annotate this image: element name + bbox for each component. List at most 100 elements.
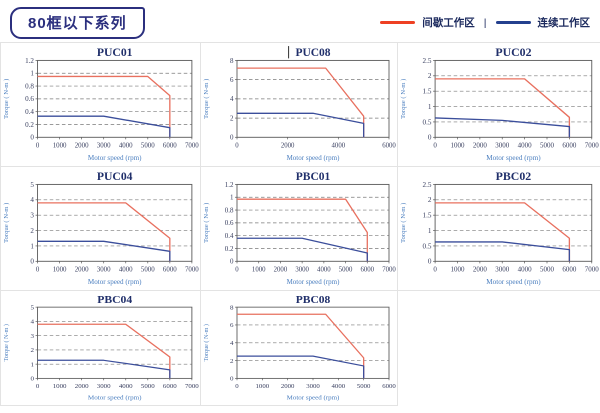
svg-text:0: 0 [433,142,437,150]
svg-text:3000: 3000 [97,383,111,390]
chart-cell-pbc08: 0 2 4 6 8 0 1000 2000 3000 4000 5000 6000 PBC08 Torqu… [201,291,398,406]
svg-text:4: 4 [30,319,34,326]
svg-text:PUC01: PUC01 [97,46,133,59]
legend-separator: | [483,16,487,29]
svg-text:0: 0 [428,258,432,266]
chart-pbc04: 0 1 2 3 4 5 0 1000 2000 3000 4000 5000 6000 7000 PBC04… [3,294,200,401]
svg-text:5000: 5000 [540,142,554,150]
svg-text:6000: 6000 [382,142,396,149]
svg-text:5000: 5000 [357,383,371,390]
svg-text:4: 4 [30,196,34,204]
svg-text:Motor speed (rpm): Motor speed (rpm) [88,278,142,286]
svg-text:Motor speed (rpm): Motor speed (rpm) [287,154,340,162]
chart-cell-puc02: 0 0.5 1 1.5 2 2.5 0 1000 2000 3000 4000 5000 6000 700… [398,43,600,167]
svg-text:Motor speed (rpm): Motor speed (rpm) [88,154,142,162]
svg-text:3000: 3000 [295,266,309,273]
svg-text:3000: 3000 [495,142,509,150]
svg-text:0: 0 [235,142,239,149]
svg-text:1000: 1000 [450,266,464,274]
svg-text:4000: 4000 [518,142,532,150]
svg-text:Motor speed (rpm): Motor speed (rpm) [486,154,541,162]
svg-text:PBC08: PBC08 [296,294,331,306]
chart-puc02: 0 0.5 1 1.5 2 2.5 0 1000 2000 3000 4000 5000 6000 700… [400,45,599,162]
chart-cell-pbc02: 0 0.5 1 1.5 2 2.5 0 1000 2000 3000 4000 5000 6000 700… [398,167,600,291]
svg-text:0.8: 0.8 [25,82,34,90]
svg-text:4: 4 [230,95,234,103]
svg-text:1.5: 1.5 [422,212,431,220]
svg-text:1.5: 1.5 [422,88,431,96]
svg-text:0: 0 [230,376,234,383]
series-title-badge: 80框以下系列 [10,7,145,39]
svg-text:PBC04: PBC04 [97,294,132,306]
svg-text:6000: 6000 [163,267,177,274]
svg-text:3: 3 [30,333,34,340]
chart-pbc01: 0 0.2 0.4 0.6 0.8 1 1.2 0 1000 2000 3000 4000 5000 60… [203,170,396,286]
svg-text:5000: 5000 [141,143,155,150]
svg-text:0: 0 [230,258,234,266]
svg-text:0: 0 [230,134,234,142]
svg-text:PUC08: PUC08 [295,46,330,59]
svg-text:Torque ( N-m ): Torque ( N-m ) [3,324,10,361]
svg-text:0.5: 0.5 [422,242,431,250]
intermittent-line-swatch [380,21,416,24]
svg-text:4000: 4000 [119,383,133,390]
svg-text:8: 8 [230,304,234,311]
svg-text:2000: 2000 [75,383,89,390]
svg-text:0.8: 0.8 [225,206,234,214]
svg-text:3000: 3000 [97,267,111,274]
svg-text:2000: 2000 [274,266,288,273]
chart-cell-puc08: 0 2 4 6 8 0 2000 4000 6000 PUC08 Torque ( N-m ) Mot… [201,43,398,167]
svg-text:Torque ( N-m ): Torque ( N-m ) [203,203,210,243]
svg-text:5: 5 [30,181,34,189]
svg-text:1000: 1000 [53,143,67,150]
svg-text:7000: 7000 [585,266,599,274]
svg-text:6000: 6000 [562,266,576,274]
svg-text:7000: 7000 [382,266,396,273]
svg-text:1: 1 [230,194,234,202]
svg-text:3000: 3000 [306,383,320,390]
svg-text:1: 1 [30,362,34,369]
svg-text:1.2: 1.2 [225,181,234,189]
svg-text:Torque ( N-m ): Torque ( N-m ) [203,324,210,361]
svg-text:1: 1 [30,242,34,250]
svg-text:7000: 7000 [185,267,199,274]
svg-text:0.2: 0.2 [25,121,34,129]
svg-text:7000: 7000 [185,383,199,390]
svg-text:0.6: 0.6 [225,219,234,227]
svg-text:Motor speed (rpm): Motor speed (rpm) [486,278,541,286]
svg-text:PUC02: PUC02 [495,45,531,59]
svg-text:5000: 5000 [540,266,554,274]
svg-text:3000: 3000 [495,266,509,274]
chart-cell-puc04: 0 1 2 3 4 5 0 1000 2000 3000 4000 5000 6000 7000 PUC04… [1,167,201,291]
chart-puc04: 0 1 2 3 4 5 0 1000 2000 3000 4000 5000 6000 7000 PUC04… [3,170,199,286]
svg-text:4000: 4000 [518,266,532,274]
continuous-line-swatch [495,21,531,24]
svg-text:Torque ( N-m ): Torque ( N-m ) [400,79,407,119]
svg-text:1: 1 [428,103,432,111]
svg-text:0: 0 [30,134,34,142]
svg-text:2000: 2000 [473,266,487,274]
svg-text:4: 4 [230,340,234,347]
svg-text:6000: 6000 [163,383,177,390]
svg-text:1000: 1000 [53,267,67,274]
text-cursor [288,46,290,59]
svg-text:2000: 2000 [473,142,487,150]
svg-text:PUC04: PUC04 [97,170,133,183]
svg-text:5000: 5000 [339,266,353,273]
svg-text:2: 2 [230,114,234,122]
svg-text:6: 6 [230,76,234,84]
svg-text:8: 8 [230,57,234,65]
svg-text:1: 1 [428,227,432,235]
svg-text:0: 0 [36,383,40,390]
svg-text:2000: 2000 [281,383,295,390]
chart-cell-puc01: 0 0.2 0.4 0.6 0.8 1 1.2 0 1000 2000 3000 4000 5000 60… [1,43,201,167]
svg-text:Torque ( N-m ): Torque ( N-m ) [3,79,10,119]
svg-text:Motor speed (rpm): Motor speed (rpm) [287,278,340,286]
svg-text:5000: 5000 [141,383,155,390]
svg-text:Motor speed (rpm): Motor speed (rpm) [287,394,340,401]
svg-text:1000: 1000 [53,383,67,390]
svg-text:2000: 2000 [75,143,89,150]
charts-grid: 0 0.2 0.4 0.6 0.8 1 1.2 0 1000 2000 3000 4000 5000 60… [0,42,600,406]
svg-text:0.2: 0.2 [225,245,234,253]
